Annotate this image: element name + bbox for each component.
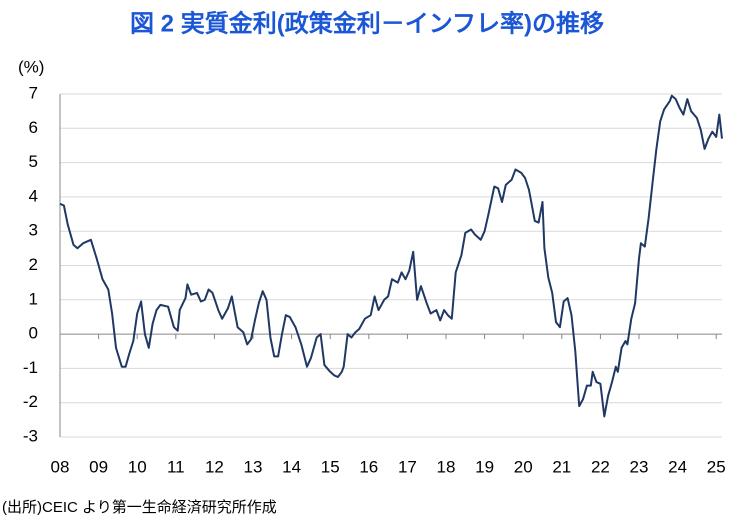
x-tick-label: 23 bbox=[630, 457, 649, 476]
y-tick-label: 3 bbox=[29, 221, 38, 240]
y-tick-label: 4 bbox=[29, 186, 38, 205]
source-note: (出所)CEIC より第一生命経済研究所作成 bbox=[2, 498, 277, 516]
x-tick-label: 21 bbox=[552, 457, 571, 476]
x-tick-label: 12 bbox=[205, 457, 224, 476]
y-tick-label: 6 bbox=[29, 118, 38, 137]
x-tick-label: 18 bbox=[437, 457, 456, 476]
x-tick-label: 09 bbox=[89, 457, 108, 476]
x-tick-label: 15 bbox=[321, 457, 340, 476]
y-axis-label: (%) bbox=[18, 57, 44, 76]
data-line bbox=[59, 94, 723, 418]
y-tick-label: -2 bbox=[23, 392, 38, 411]
y-tick-label: 0 bbox=[29, 324, 38, 343]
y-tick-label: -3 bbox=[23, 426, 38, 445]
x-tick-label: 13 bbox=[244, 457, 263, 476]
x-tick-label: 25 bbox=[707, 457, 726, 476]
y-tick-label: 1 bbox=[29, 289, 38, 308]
x-tick-label: 11 bbox=[167, 457, 185, 476]
x-tick-label: 17 bbox=[398, 457, 417, 476]
x-tick-label: 08 bbox=[51, 457, 70, 476]
x-tick-label: 16 bbox=[359, 457, 378, 476]
x-tick-label: 22 bbox=[591, 457, 610, 476]
y-tick-label: 2 bbox=[29, 255, 38, 274]
x-tick-label: 20 bbox=[514, 457, 533, 476]
y-tick-label: 5 bbox=[29, 152, 38, 171]
chart-title: 図 2 実質金利(政策金利－インフレ率)の推移 bbox=[130, 9, 604, 37]
x-tick-label: 10 bbox=[128, 457, 147, 476]
y-tick-label: 7 bbox=[29, 83, 38, 102]
x-tick-label: 19 bbox=[475, 457, 494, 476]
y-tick-label: -1 bbox=[23, 358, 38, 377]
x-tick-label: 24 bbox=[668, 457, 687, 476]
x-tick-label: 14 bbox=[282, 457, 301, 476]
